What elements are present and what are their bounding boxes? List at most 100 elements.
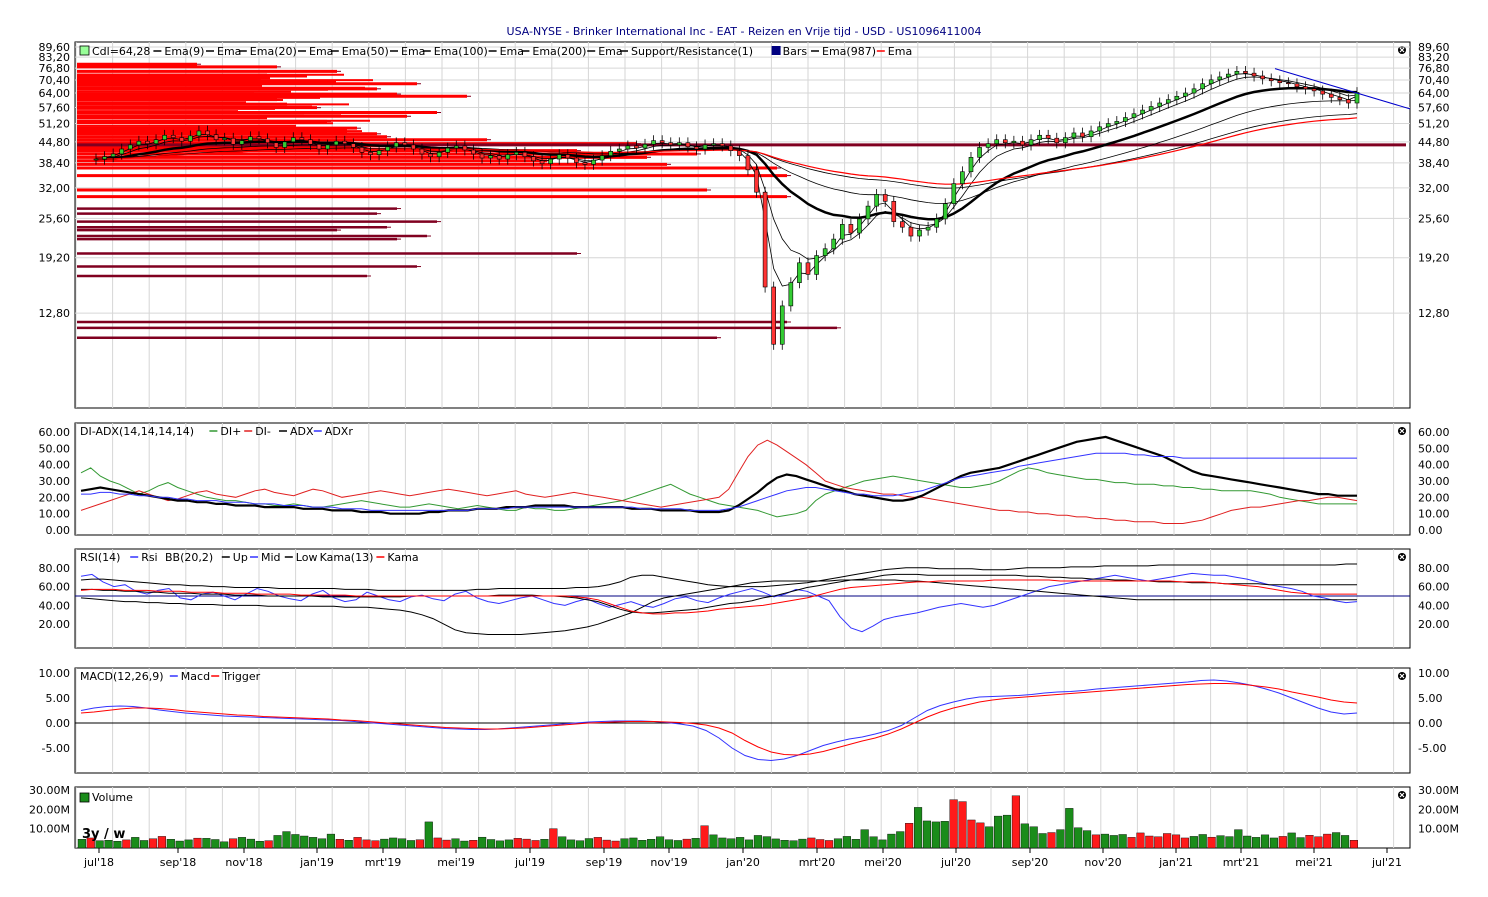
rsi-axis-label-left: 40.00 <box>39 599 71 612</box>
candle-down <box>634 145 639 149</box>
candle-down <box>1277 80 1283 84</box>
candle-down <box>539 160 545 164</box>
candle-up <box>556 154 562 160</box>
candle-up <box>642 143 648 149</box>
volume-bar <box>513 838 522 849</box>
legend-label: Kama <box>387 551 418 564</box>
adx-axis-label-left: 0.00 <box>46 524 71 537</box>
x-axis-tick-label: mei'21 <box>1295 856 1333 869</box>
volume-bar <box>1163 833 1172 849</box>
candle-up <box>951 183 957 204</box>
candle-up <box>248 136 253 141</box>
volume-bar <box>220 841 229 849</box>
adx-panel <box>74 422 1411 536</box>
volume-bar <box>1243 835 1252 849</box>
candle-down <box>1260 75 1265 80</box>
candle-up <box>376 150 382 155</box>
candle-up <box>1105 123 1111 128</box>
ema-100-line <box>95 100 1358 204</box>
volume-bar <box>300 835 309 849</box>
candle-up <box>977 147 982 158</box>
volume-bar <box>762 836 771 849</box>
candle-up <box>290 137 296 143</box>
volume-axis-label-right: 20.00M <box>1418 803 1459 816</box>
macd-axis-label-right: -5.00 <box>1418 742 1446 755</box>
volume-bar <box>549 828 558 849</box>
macd-axis-label-right: 10.00 <box>1418 667 1450 680</box>
candle-down <box>848 224 854 234</box>
volume-bar <box>1314 836 1323 849</box>
x-axis-tick-label: mrt'19 <box>365 856 402 869</box>
price-axis-label-right: 57,60 <box>1418 101 1450 114</box>
candle-down <box>522 151 528 157</box>
adx-axis-label-right: 10.00 <box>1418 508 1450 521</box>
close-x-glyph <box>1399 554 1405 560</box>
macd-axis-label-right: 0.00 <box>1418 717 1443 730</box>
volume-bar <box>166 839 175 849</box>
candle-up <box>110 153 116 157</box>
candle-up <box>505 154 511 160</box>
candle-down <box>179 137 185 142</box>
volume-bar <box>487 839 496 849</box>
candle-down <box>308 139 313 145</box>
volume-bar <box>1056 829 1065 849</box>
candle-down <box>737 150 742 156</box>
adx-axis-label-right: 30.00 <box>1418 475 1450 488</box>
candle-up <box>453 145 459 149</box>
candle-up <box>136 140 142 146</box>
trend-line <box>1274 68 1411 110</box>
candle-up <box>196 130 202 137</box>
rsi-axis-label-right: 60.00 <box>1418 581 1450 594</box>
volume-bar <box>593 837 602 849</box>
candle-up <box>1131 113 1137 118</box>
volume-bar <box>317 838 327 849</box>
candle-down <box>462 145 468 151</box>
macd-panel <box>74 667 1411 774</box>
candle-down <box>891 201 897 222</box>
x-axis-tick-label: jan'21 <box>1158 856 1193 869</box>
close-x-glyph <box>1399 792 1405 798</box>
adx-series-adx <box>80 435 1357 515</box>
legend-label: Ema <box>309 45 333 58</box>
candle-down <box>1311 88 1317 92</box>
candle-down <box>1320 90 1325 95</box>
candle-up <box>1217 76 1223 81</box>
rsi-axis-label-right: 20.00 <box>1418 618 1450 631</box>
legend-label: Ema(20) <box>250 45 297 58</box>
macd-series-macd <box>80 679 1358 762</box>
x-axis-tick-label: mei'19 <box>437 856 475 869</box>
volume-bar <box>691 838 700 849</box>
candle-up <box>968 157 974 173</box>
candle-down <box>273 142 279 148</box>
candle-up <box>985 143 991 148</box>
volume-bar <box>433 837 442 849</box>
volume-bar <box>1296 837 1305 849</box>
volume-axis-label-left: 20.00M <box>29 803 70 816</box>
volume-bar <box>816 839 825 849</box>
candle-up <box>788 282 794 307</box>
volume-bar <box>967 819 976 849</box>
candle-down <box>1243 71 1248 74</box>
volume-bar <box>1154 836 1163 849</box>
volume-bar <box>1189 836 1198 849</box>
close-x-glyph <box>1399 428 1405 434</box>
candle-up <box>591 159 596 165</box>
candle-up <box>385 146 390 151</box>
candle-up <box>1114 121 1120 124</box>
candle-down <box>1002 139 1008 144</box>
candle-up <box>702 144 708 150</box>
x-axis-tick-label: jul'21 <box>1371 856 1402 869</box>
volume-bar <box>77 839 86 849</box>
legend-label: Ema(9) <box>164 45 204 58</box>
adx-axis-label-left: 50.00 <box>39 442 71 455</box>
price-axis-label-left: 83,20 <box>39 51 71 64</box>
price-axis-label-left: 64,00 <box>39 87 71 100</box>
volume-bar <box>371 840 380 849</box>
candle-down <box>574 157 579 163</box>
volume-bar <box>1109 835 1118 849</box>
volume-bar <box>175 840 184 849</box>
legend-label: DI-ADX(14,14,14,14) <box>80 425 194 438</box>
volume-bar <box>575 840 585 849</box>
volume-bar <box>246 838 255 849</box>
volume-bar <box>131 837 140 849</box>
